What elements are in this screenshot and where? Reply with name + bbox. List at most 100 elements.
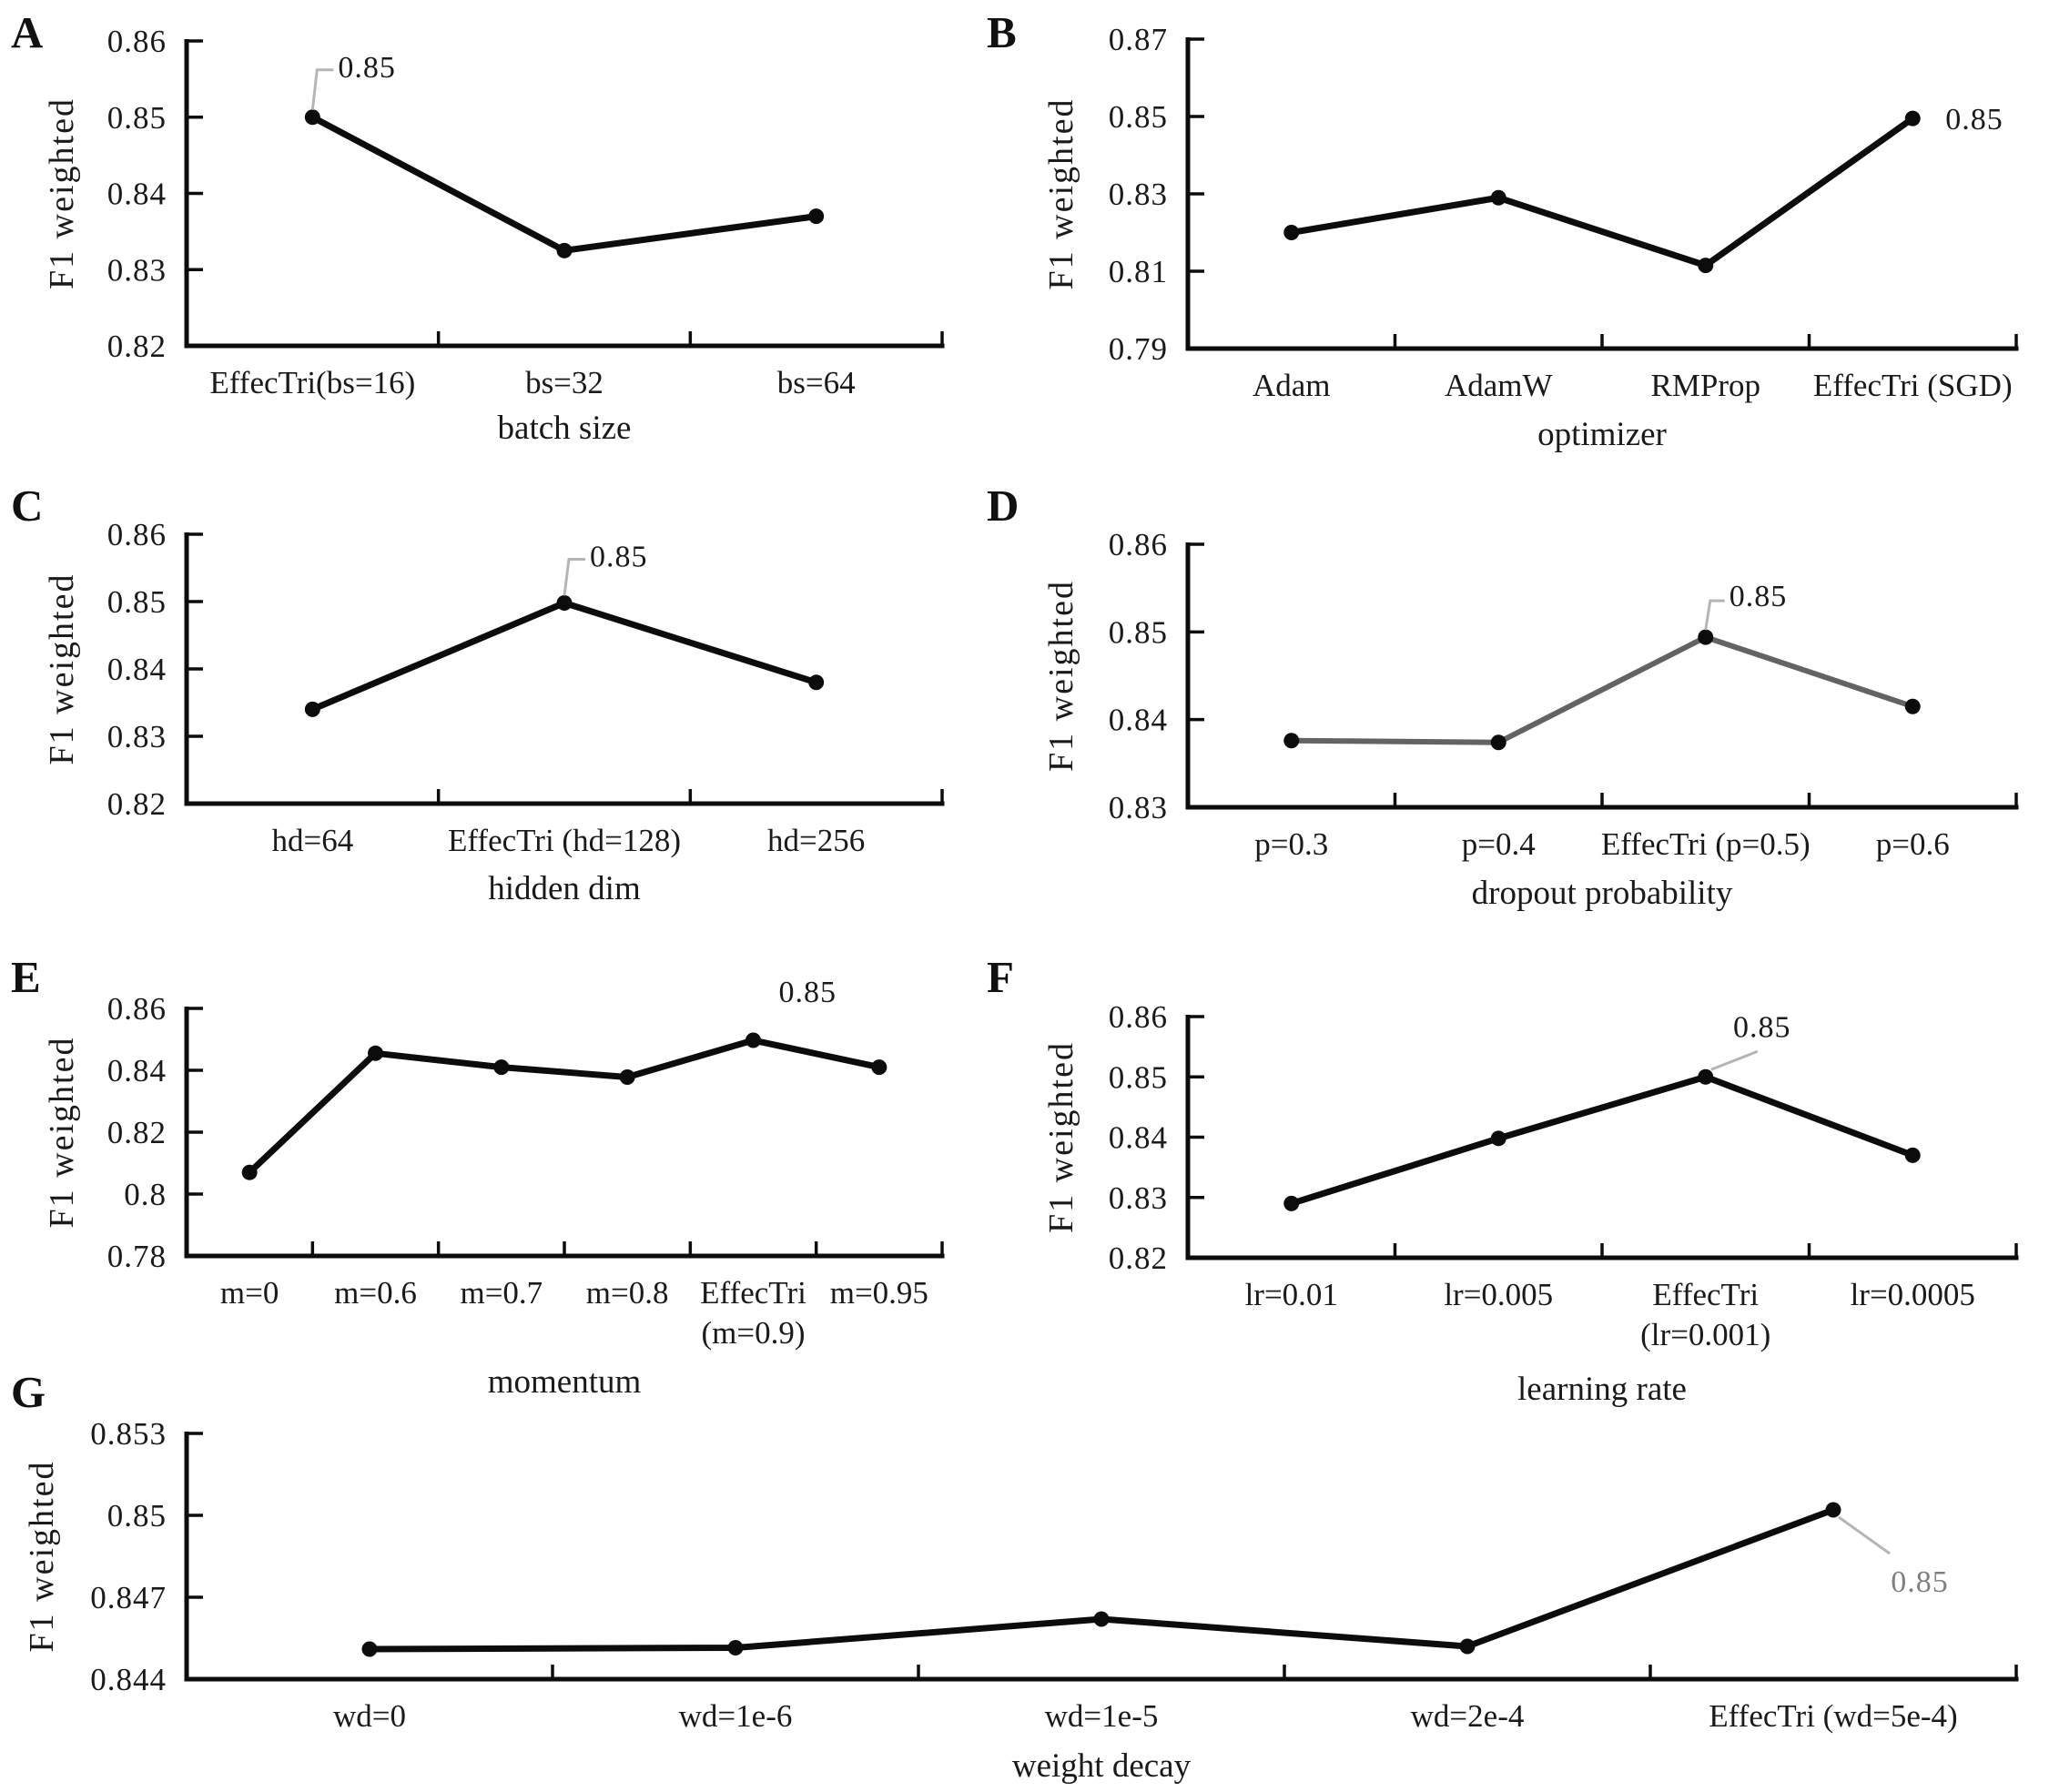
panel-D: D 0.86 0.85 0.84 0.83 p=0.3 p=0.4 EffecTri (p=0… xyxy=(983,464,2049,937)
y-tick-label: 0.85 xyxy=(107,1498,167,1534)
panel-letter: D xyxy=(987,481,1019,531)
y-tick-label: 0.84 xyxy=(107,177,167,212)
data-line xyxy=(1288,634,1916,745)
data-point xyxy=(304,109,320,126)
y-tick-label: 0.8 xyxy=(124,1177,167,1212)
panel-F-chart: F 0.86 0.85 0.84 0.83 0.82 lr=0.01 lr=0.005 Effe… xyxy=(987,952,2019,1408)
x-category-label: m=0 xyxy=(220,1275,279,1311)
annotation-leader xyxy=(310,68,334,110)
panel-D-chart: D 0.86 0.85 0.84 0.83 p=0.3 p=0.4 EffecTri (p=0… xyxy=(987,481,2019,912)
y-tick-label: 0.84 xyxy=(107,1053,167,1088)
y-tick-label: 0.847 xyxy=(90,1580,167,1615)
y-tick-label: 0.87 xyxy=(1109,22,1168,57)
annotation-value: 0.85 xyxy=(590,540,648,573)
data-point xyxy=(361,1641,378,1657)
x-category-label: EffecTri(bs=16) xyxy=(209,365,415,400)
x-category-label: p=0.3 xyxy=(1254,826,1328,862)
x-category-label: lr=0.005 xyxy=(1444,1277,1553,1312)
y-tick-label: 0.84 xyxy=(107,652,167,687)
x-category-line: (lr=0.001) xyxy=(1640,1317,1770,1352)
y-tick-label: 0.82 xyxy=(107,329,167,364)
y-axis-title: F1 weighted xyxy=(43,97,81,289)
x-category-label: RMProp xyxy=(1650,368,1760,403)
y-axis-title: F1 weighted xyxy=(23,1461,61,1653)
data-line xyxy=(309,599,820,713)
y-axis-title: F1 weighted xyxy=(43,573,81,765)
x-category-label: lr=0.01 xyxy=(1245,1277,1338,1312)
y-tick-label: 0.853 xyxy=(90,1416,167,1452)
y-tick-label: 0.85 xyxy=(1109,614,1168,650)
data-point xyxy=(1698,258,1714,274)
data-point xyxy=(808,208,825,225)
data-point xyxy=(1698,629,1714,645)
x-category-label: p=0.4 xyxy=(1462,826,1536,862)
data-point xyxy=(241,1164,258,1180)
panel-F: F 0.86 0.85 0.84 0.83 0.82 lr=0.01 lr=0.005 Effe… xyxy=(983,937,2049,1429)
y-axis-title: F1 weighted xyxy=(1042,580,1080,772)
data-point xyxy=(1459,1638,1476,1655)
y-tick-label: 0.84 xyxy=(1109,703,1168,738)
data-point xyxy=(1904,698,1921,714)
annotation-value: 0.85 xyxy=(1729,580,1788,613)
data-point xyxy=(871,1059,888,1076)
y-tick-label: 0.85 xyxy=(107,584,167,620)
annotation-value: 0.85 xyxy=(1945,103,2003,137)
x-category-label: hd=64 xyxy=(271,823,353,858)
y-tick-label: 0.83 xyxy=(107,719,167,754)
y-tick-label: 0.83 xyxy=(1109,1180,1168,1216)
annotation-leader xyxy=(1710,1049,1759,1071)
y-tick-label: 0.82 xyxy=(1109,1240,1168,1276)
y-tick-label: 0.844 xyxy=(90,1662,167,1697)
x-category-label: EffecTri (SGD) xyxy=(1813,368,2013,403)
x-category-line: EffecTri xyxy=(700,1275,806,1311)
data-point xyxy=(1093,1611,1110,1627)
y-tick-label: 0.86 xyxy=(107,24,167,59)
annotation-leader xyxy=(563,557,585,596)
y-tick-label: 0.85 xyxy=(1109,99,1168,135)
data-point xyxy=(808,674,825,691)
x-category-label: EffecTri (wd=5e-4) xyxy=(1709,1698,1957,1734)
data-point xyxy=(1490,189,1506,206)
panel-letter: G xyxy=(11,1367,46,1417)
x-category-label: EffecTri (lr=0.001) xyxy=(1640,1277,1770,1352)
y-tick-label: 0.82 xyxy=(107,1115,167,1150)
panel-letter: C xyxy=(11,481,43,531)
data-line xyxy=(1288,115,1916,269)
annotation-value: 0.85 xyxy=(338,51,396,85)
y-tick-label: 0.86 xyxy=(1109,999,1168,1035)
x-category-label: m=0.6 xyxy=(334,1275,417,1311)
x-category-label: AdamW xyxy=(1445,368,1553,403)
x-axis-title: batch size xyxy=(498,410,632,447)
data-point xyxy=(493,1059,510,1076)
data-point xyxy=(727,1640,744,1655)
y-tick-label: 0.86 xyxy=(107,517,167,552)
y-tick-label: 0.85 xyxy=(1109,1059,1168,1095)
x-category-label: EffecTri (hd=128) xyxy=(448,823,681,858)
y-tick-label: 0.84 xyxy=(1109,1120,1168,1156)
data-point xyxy=(556,594,573,611)
x-category-label: bs=64 xyxy=(777,365,856,400)
y-axis-title: F1 weighted xyxy=(1042,98,1080,290)
y-tick-label: 0.81 xyxy=(1109,254,1168,289)
data-line xyxy=(366,1506,1837,1653)
panel-E-chart: E 0.86 0.84 0.82 0.8 0.78 m=0 m=0.6 m=0.7 m=0.8 Ef… xyxy=(11,952,945,1401)
panel-letter: A xyxy=(11,7,44,57)
data-point xyxy=(1283,1195,1300,1211)
data-point xyxy=(1825,1502,1841,1518)
data-line xyxy=(309,114,820,254)
panel-C-chart: C 0.86 0.85 0.84 0.83 0.82 hd=64 EffecTri (hd=1… xyxy=(11,481,945,907)
x-category-label: hd=256 xyxy=(767,823,865,858)
data-point xyxy=(1904,1147,1921,1163)
x-category-label: m=0.95 xyxy=(830,1275,928,1311)
data-line xyxy=(246,1037,883,1176)
annotation-leader xyxy=(1838,1515,1891,1555)
y-tick-label: 0.85 xyxy=(107,100,167,136)
x-category-line: EffecTri xyxy=(1652,1277,1759,1312)
panel-C: C 0.86 0.85 0.84 0.83 0.82 hd=64 EffecTri (hd=1… xyxy=(0,464,974,937)
x-category-label: m=0.8 xyxy=(586,1275,669,1311)
x-category-label: wd=2e-4 xyxy=(1411,1698,1525,1734)
y-tick-label: 0.83 xyxy=(107,252,167,288)
data-point xyxy=(1283,733,1300,749)
annotation-value: 0.85 xyxy=(1733,1010,1791,1044)
y-tick-label: 0.86 xyxy=(1109,527,1168,562)
